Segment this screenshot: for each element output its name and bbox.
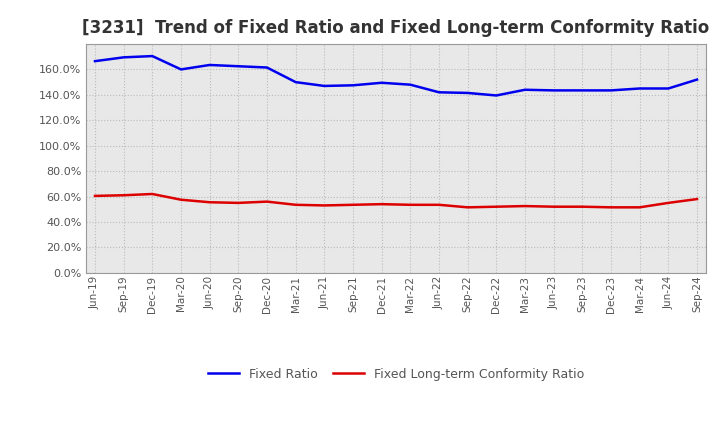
Fixed Long-term Conformity Ratio (521, 203, 529, 209)
Fixed Long-term Conformity Ratio (607, 205, 616, 210)
Fixed Long-term Conformity Ratio (320, 203, 328, 208)
Fixed Long-term Conformity Ratio (492, 204, 500, 209)
Legend: Fixed Ratio, Fixed Long-term Conformity Ratio: Fixed Ratio, Fixed Long-term Conformity … (203, 363, 589, 385)
Fixed Ratio (549, 88, 558, 93)
Fixed Long-term Conformity Ratio (549, 204, 558, 209)
Fixed Ratio (292, 80, 300, 85)
Fixed Ratio (176, 67, 185, 72)
Fixed Ratio (664, 86, 672, 91)
Fixed Long-term Conformity Ratio (205, 200, 214, 205)
Fixed Ratio (348, 83, 357, 88)
Fixed Long-term Conformity Ratio (176, 197, 185, 202)
Fixed Long-term Conformity Ratio (377, 202, 386, 207)
Fixed Ratio (521, 87, 529, 92)
Fixed Long-term Conformity Ratio (635, 205, 644, 210)
Fixed Long-term Conformity Ratio (234, 200, 243, 205)
Fixed Ratio (320, 83, 328, 88)
Fixed Ratio (406, 82, 415, 87)
Fixed Ratio (205, 62, 214, 68)
Title: [3231]  Trend of Fixed Ratio and Fixed Long-term Conformity Ratio: [3231] Trend of Fixed Ratio and Fixed Lo… (82, 19, 710, 37)
Fixed Ratio (91, 59, 99, 64)
Fixed Ratio (148, 53, 157, 59)
Line: Fixed Long-term Conformity Ratio: Fixed Long-term Conformity Ratio (95, 194, 697, 207)
Line: Fixed Ratio: Fixed Ratio (95, 56, 697, 95)
Fixed Long-term Conformity Ratio (464, 205, 472, 210)
Fixed Long-term Conformity Ratio (263, 199, 271, 204)
Fixed Ratio (435, 90, 444, 95)
Fixed Long-term Conformity Ratio (148, 191, 157, 197)
Fixed Ratio (578, 88, 587, 93)
Fixed Long-term Conformity Ratio (664, 200, 672, 205)
Fixed Ratio (492, 93, 500, 98)
Fixed Long-term Conformity Ratio (406, 202, 415, 207)
Fixed Ratio (263, 65, 271, 70)
Fixed Long-term Conformity Ratio (348, 202, 357, 207)
Fixed Ratio (607, 88, 616, 93)
Fixed Ratio (693, 77, 701, 82)
Fixed Long-term Conformity Ratio (292, 202, 300, 207)
Fixed Long-term Conformity Ratio (435, 202, 444, 207)
Fixed Long-term Conformity Ratio (693, 196, 701, 202)
Fixed Long-term Conformity Ratio (578, 204, 587, 209)
Fixed Ratio (234, 64, 243, 69)
Fixed Ratio (464, 90, 472, 95)
Fixed Ratio (377, 80, 386, 85)
Fixed Long-term Conformity Ratio (91, 193, 99, 198)
Fixed Ratio (120, 55, 128, 60)
Fixed Long-term Conformity Ratio (120, 193, 128, 198)
Fixed Ratio (635, 86, 644, 91)
